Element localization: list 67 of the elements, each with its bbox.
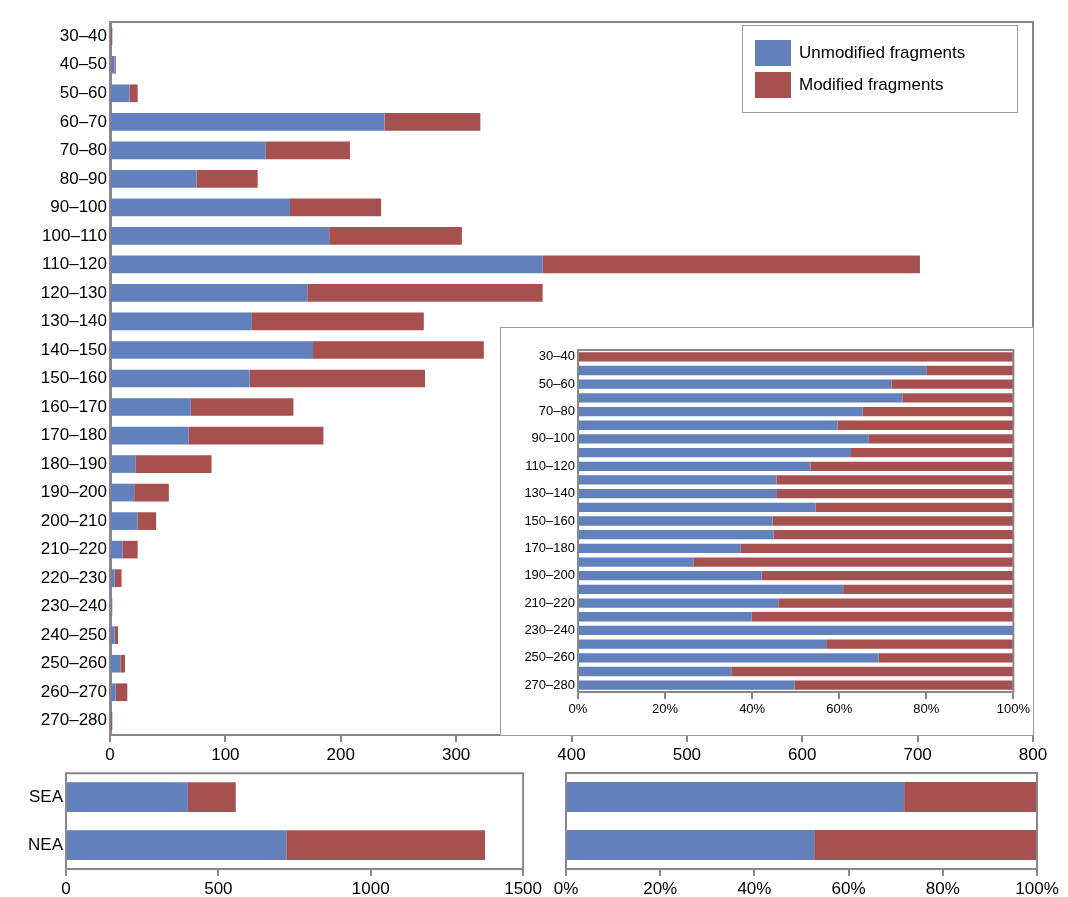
y-tick-label: 190–200 <box>524 567 575 583</box>
y-tick-label: 60–70 <box>59 111 107 131</box>
x-tick-label: 1500 <box>504 878 542 897</box>
x-tick-label: 80% <box>925 878 960 897</box>
y-tick-label: 150–160 <box>524 512 575 528</box>
x-tick-label: 0 <box>105 744 115 764</box>
y-tick-label: 50–60 <box>538 375 575 391</box>
legend-label: Unmodified fragments <box>799 43 966 63</box>
y-tick-label: 170–180 <box>40 425 107 445</box>
y-tick-label: 250–260 <box>524 649 575 665</box>
y-tick-label: 90–100 <box>531 430 575 446</box>
y-tick-label: 30–40 <box>59 25 107 45</box>
y-tick-label: 150–160 <box>40 368 107 388</box>
x-tick-label: 0% <box>553 878 579 897</box>
y-tick-label: 180–190 <box>40 453 107 473</box>
y-tick-label: 130–140 <box>524 485 575 501</box>
y-tick-label: 270–280 <box>40 710 107 730</box>
x-tick-label: 20% <box>652 701 679 717</box>
y-tick-label: 140–150 <box>40 339 107 359</box>
x-tick-label: 100 <box>211 744 240 764</box>
x-tick-label: 20% <box>643 878 678 897</box>
x-tick-label: 400 <box>557 744 586 764</box>
y-tick-label: 210–220 <box>524 594 575 610</box>
x-tick-label: 100% <box>1015 878 1059 897</box>
y-tick-label: 110–120 <box>42 254 107 274</box>
y-tick-label: 270–280 <box>524 676 575 692</box>
x-tick-label: 60% <box>826 701 853 717</box>
x-tick-label: 0 <box>61 878 71 897</box>
x-tick-label: 500 <box>672 744 702 764</box>
y-tick-label: 230–240 <box>40 596 107 616</box>
legend-label: Modified fragments <box>799 75 944 95</box>
y-tick-label: 130–140 <box>40 311 107 331</box>
y-tick-label: 70–80 <box>538 403 575 419</box>
x-tick-label: 500 <box>204 878 233 897</box>
x-tick-label: 0% <box>568 701 588 717</box>
y-tick-label: 30–40 <box>538 348 575 364</box>
y-tick-label: 80–90 <box>59 168 107 188</box>
y-tick-label: 190–200 <box>40 482 107 502</box>
x-tick-label: 200 <box>326 744 355 764</box>
y-tick-label: 50–60 <box>59 82 107 102</box>
y-tick-label: 200–210 <box>40 510 107 530</box>
y-tick-label: 40–50 <box>59 54 107 74</box>
x-tick-label: 80% <box>913 701 940 717</box>
y-tick-label: 240–250 <box>40 624 107 644</box>
y-tick-label: 260–270 <box>40 681 107 701</box>
y-tick-label: 230–240 <box>524 622 575 638</box>
x-tick-label: 60% <box>831 878 866 897</box>
y-tick-label: 170–180 <box>524 539 575 555</box>
y-tick-label: 110–120 <box>525 457 575 473</box>
x-tick-label: 40% <box>739 701 766 717</box>
y-tick-label: 90–100 <box>50 197 107 217</box>
y-tick-label: 210–220 <box>40 539 107 559</box>
y-tick-label: 100–110 <box>42 225 107 245</box>
x-tick-label: 700 <box>903 744 932 764</box>
x-tick-label: 300 <box>441 744 471 764</box>
x-tick-label: 600 <box>788 744 817 764</box>
y-tick-label: 160–170 <box>40 396 107 416</box>
y-tick-label: NEA <box>28 834 64 854</box>
y-tick-label: 120–130 <box>40 282 107 302</box>
x-tick-label: 1000 <box>351 878 390 897</box>
y-tick-label: 70–80 <box>59 140 107 160</box>
y-tick-label: SEA <box>28 786 64 806</box>
x-tick-label: 800 <box>1018 744 1048 764</box>
x-tick-label: 100% <box>996 701 1031 717</box>
y-tick-label: 250–260 <box>40 653 107 673</box>
y-tick-label: 220–230 <box>40 567 107 587</box>
x-tick-label: 40% <box>737 878 772 897</box>
